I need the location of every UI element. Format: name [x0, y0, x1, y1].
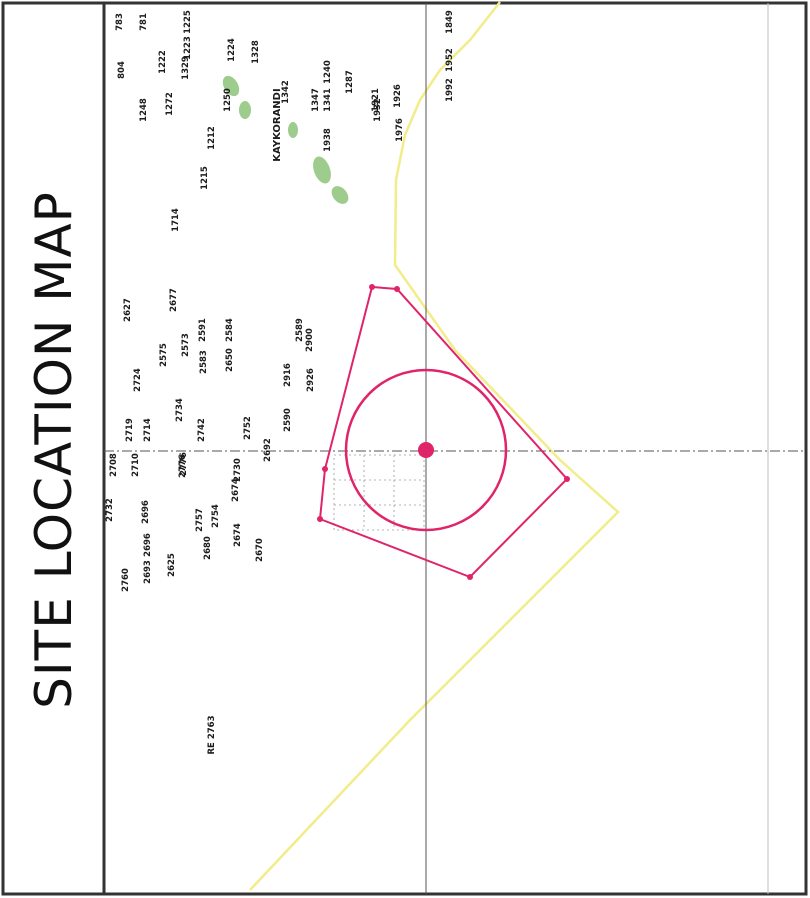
plot-number-label: 2627: [123, 298, 133, 322]
plot-number-label: 783: [115, 13, 125, 31]
plot-number-label: 1849: [445, 10, 455, 34]
plot-number-label: 2692: [263, 438, 273, 462]
plot-number-label: 1328: [251, 40, 261, 64]
plot-number-label: 2674: [233, 523, 243, 547]
plot-number-label: 804: [117, 61, 127, 79]
site-vertices: [317, 284, 570, 580]
plot-number-label: 1223: [183, 36, 193, 60]
plot-number-labels: 783 781 804 1225 1223 1222 1329 1248 1272 1224 132…: [105, 10, 455, 592]
plot-number-label: 1240: [323, 60, 333, 84]
plot-number-label: 2708: [109, 453, 119, 477]
plot-number-label: 2625: [167, 553, 177, 577]
site-radius-circle[interactable]: [344, 368, 508, 532]
plot-number-label: 2714: [143, 418, 153, 442]
plot-number-label: 2742: [197, 418, 207, 442]
plot-number-label: 2590: [283, 408, 293, 432]
site-boundary-polygon[interactable]: [318, 285, 569, 579]
plot-number-label: 2730: [233, 458, 243, 482]
plot-number-label: 1714: [171, 208, 181, 232]
plot-number-label: 2776: [178, 454, 188, 478]
locality-label: KAYKORANDI: [272, 88, 283, 161]
dotted-parcel: [333, 454, 425, 531]
plot-number-label: 1250: [223, 88, 233, 112]
plot-number-label: 2584: [225, 318, 235, 342]
plot-number-label: 2575: [159, 343, 169, 367]
site-center-marker[interactable]: [418, 442, 434, 458]
plot-number-label: 2591: [198, 318, 208, 342]
plot-number-label: 1341: [323, 88, 333, 112]
plot-number-label: 2710: [131, 453, 141, 477]
plot-number-label: 1342: [281, 80, 291, 104]
plot-number-label: 1248: [139, 98, 149, 122]
plot-number-label: 2760: [121, 568, 131, 592]
plot-number-label: 2754: [211, 504, 221, 528]
vegetation-patches: [222, 75, 349, 204]
plot-number-label: 2677: [169, 288, 179, 312]
plot-number-label: 1921: [371, 88, 381, 112]
plot-number-label: 2926: [306, 368, 316, 392]
plot-number-label: 2696: [143, 533, 153, 557]
plot-number-label: 2696: [141, 500, 151, 524]
plot-number-label: 1347: [311, 88, 321, 112]
plot-number-label: 2776: [179, 452, 189, 476]
plot-number-label: 2650: [225, 348, 235, 372]
plot-number-label: 2589: [295, 318, 305, 342]
plot-number-label: 1222: [158, 50, 168, 74]
plot-number-label: 2573: [181, 333, 191, 357]
plot-number-label: 1938: [323, 128, 333, 152]
plot-number-label: 2734: [175, 398, 185, 422]
plot-number-label: 2916: [283, 363, 293, 387]
plot-number-label: 2724: [133, 368, 143, 392]
plot-number-label: 1926: [393, 84, 403, 108]
plot-number-label: 1215: [200, 166, 210, 190]
plot-number-label: 1212: [207, 126, 217, 150]
plot-number-label: 2680: [203, 536, 213, 560]
plot-number-label: 2670: [255, 538, 265, 562]
plot-number-label: 2674: [231, 478, 241, 502]
boundary-line: [249, 1, 620, 891]
plot-number-label: 1224: [227, 38, 237, 62]
plot-number-label: 1287: [345, 70, 355, 94]
plot-number-label: 1992: [445, 78, 455, 102]
plot-number-label: 2732: [105, 498, 115, 522]
plot-number-label: 2752: [243, 416, 253, 440]
plot-number-label: 1225: [183, 10, 193, 34]
reference-label: RE 2763: [207, 715, 217, 754]
plot-number-label: 1932: [373, 98, 383, 122]
plot-number-label: 2757: [195, 508, 205, 532]
plot-number-label: 1952: [445, 48, 455, 72]
plot-number-label: 1272: [165, 92, 175, 116]
plot-number-label: 2693: [143, 560, 153, 584]
plot-number-label: 781: [139, 13, 149, 31]
plot-number-label: 1976: [395, 118, 405, 142]
plot-number-label: 2583: [199, 350, 209, 374]
plot-number-label: 1329: [181, 56, 191, 80]
plot-number-label: 2719: [125, 418, 135, 442]
plot-number-label: 2900: [305, 328, 315, 352]
